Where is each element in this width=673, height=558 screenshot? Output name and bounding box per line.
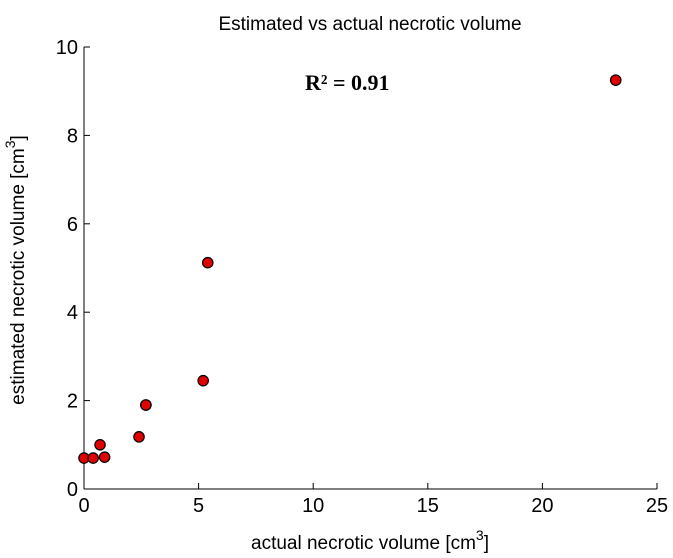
y-tick-label: 6: [67, 214, 78, 236]
y-tick-label: 0: [67, 479, 78, 501]
data-point: [197, 374, 209, 387]
y-tick-label: 2: [67, 391, 78, 413]
x-tick-label: 15: [417, 495, 439, 517]
x-tick-label: 25: [646, 495, 668, 517]
data-point: [87, 452, 99, 464]
data-point: [133, 431, 145, 443]
data-points: [78, 74, 622, 464]
data-point: [98, 451, 111, 463]
data-point: [140, 399, 152, 411]
y-tick-label: 4: [67, 302, 78, 324]
chart-title: Estimated vs actual necrotic volume: [218, 14, 521, 35]
x-axis-label: actual necrotic volume [cm3]: [251, 527, 489, 554]
data-point: [94, 438, 106, 451]
x-tick-label: 20: [531, 495, 553, 517]
x-tick-label: 10: [302, 495, 324, 517]
data-point: [609, 74, 622, 86]
x-tick-label: 5: [193, 495, 204, 517]
y-axis-label: estimated necrotic volume [cm3]: [2, 135, 29, 405]
axis-ticks: 0 5 10 15 20 25 0 2 4 6 8 10: [56, 37, 668, 517]
y-tick-label: 8: [67, 125, 78, 147]
data-point: [201, 256, 214, 269]
y-tick-label: 10: [56, 37, 78, 59]
x-tick-label: 0: [78, 495, 89, 517]
axes: [83, 47, 657, 490]
r-squared-annotation: R² = 0.91: [305, 70, 390, 95]
